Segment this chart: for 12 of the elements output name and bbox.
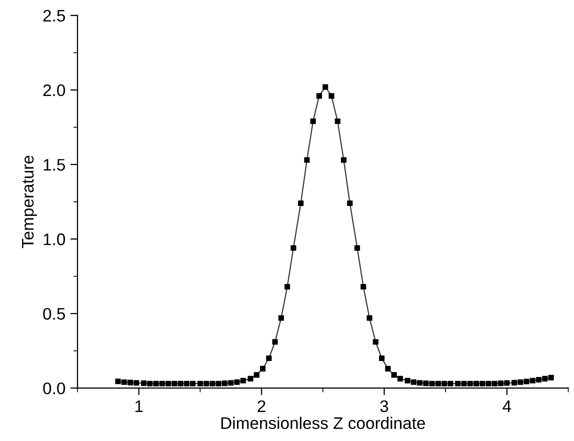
y-tick-label: 2.5 <box>43 10 65 22</box>
x-tick-label: 2 <box>258 400 266 412</box>
y-tick-label: 1.5 <box>44 159 65 171</box>
x-tick-label: 4 <box>502 400 512 412</box>
y-tick-label: 2.0 <box>43 84 66 96</box>
x-axis-title: Dimensionless Z coordinate <box>221 416 425 430</box>
y-tick-label: 1.0 <box>44 233 66 246</box>
y-axis-title: Temperature <box>22 156 37 248</box>
x-tick-label: 3 <box>380 400 388 412</box>
x-tick-label: 1 <box>135 400 143 412</box>
y-tick-label: 0.5 <box>43 308 65 320</box>
y-tick-label: 0.0 <box>43 382 66 394</box>
